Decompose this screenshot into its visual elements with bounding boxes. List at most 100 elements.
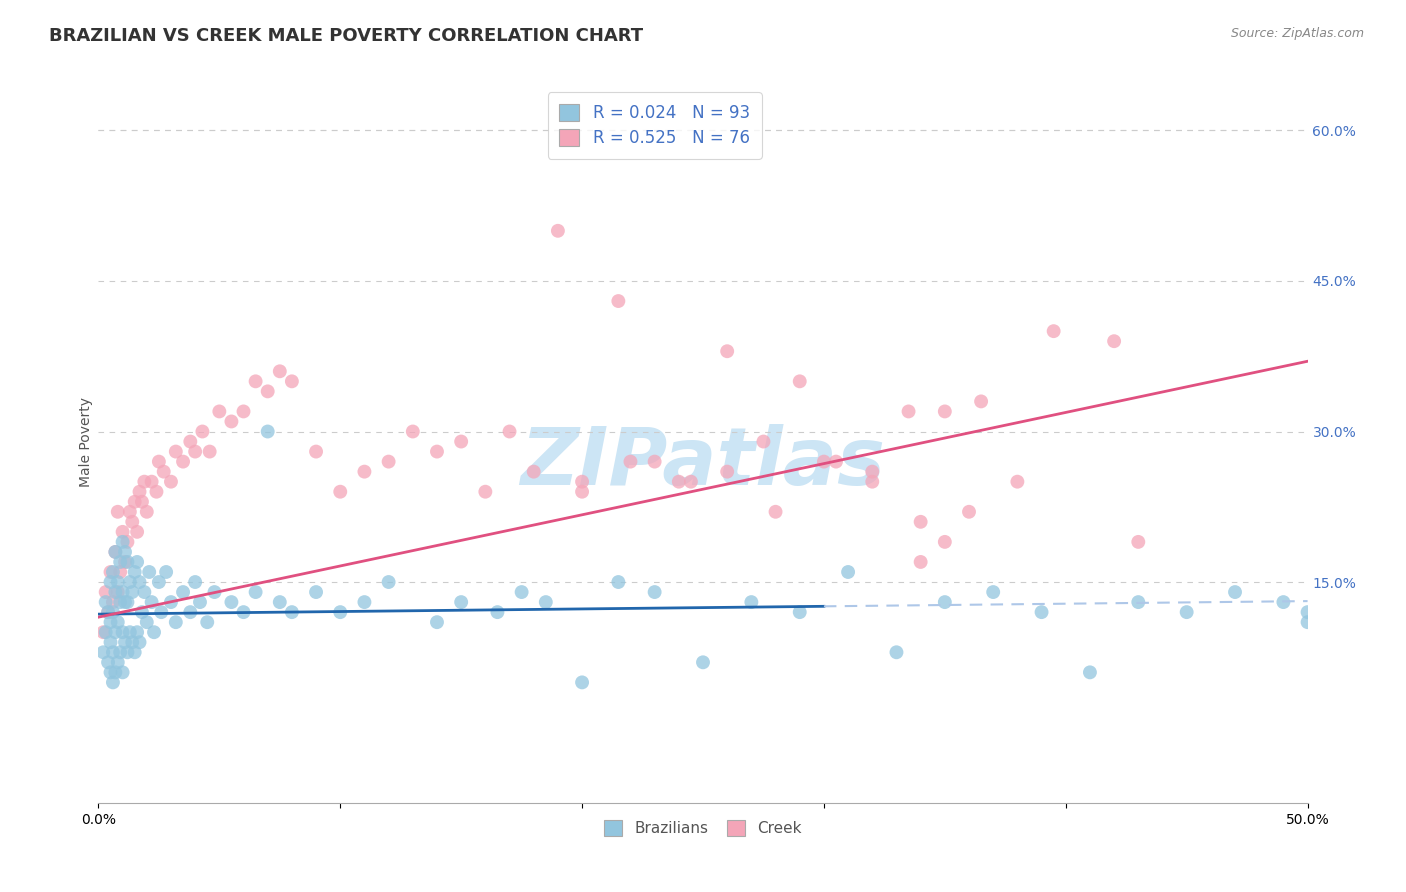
Point <box>860 465 883 479</box>
Point <box>402 425 425 439</box>
Point <box>107 655 129 669</box>
Point <box>114 555 136 569</box>
Point <box>232 605 254 619</box>
Point <box>100 565 122 579</box>
Point <box>498 425 520 439</box>
Point <box>111 665 134 680</box>
Point <box>305 444 328 458</box>
Point <box>644 585 666 599</box>
Point <box>117 555 139 569</box>
Point <box>111 625 134 640</box>
Point <box>121 585 143 599</box>
Text: BRAZILIAN VS CREEK MALE POVERTY CORRELATION CHART: BRAZILIAN VS CREEK MALE POVERTY CORRELAT… <box>49 27 644 45</box>
Point <box>789 605 811 619</box>
Point <box>523 465 546 479</box>
Point <box>150 605 173 619</box>
Point <box>1223 585 1246 599</box>
Point <box>886 645 908 659</box>
Point <box>91 645 114 659</box>
Point <box>256 384 278 399</box>
Point <box>107 505 129 519</box>
Point <box>172 585 194 599</box>
Point <box>127 625 149 640</box>
Point <box>172 454 194 469</box>
Point <box>1296 605 1319 619</box>
Point <box>377 574 399 589</box>
Point <box>114 595 136 609</box>
Point <box>1175 605 1198 619</box>
Point <box>104 665 127 680</box>
Point <box>910 555 932 569</box>
Point <box>165 444 187 458</box>
Point <box>208 404 231 418</box>
Point <box>101 565 124 579</box>
Point <box>353 465 375 479</box>
Point <box>752 434 775 449</box>
Point <box>305 585 328 599</box>
Point <box>329 605 352 619</box>
Point <box>934 534 956 549</box>
Point <box>114 545 136 559</box>
Point <box>155 565 177 579</box>
Point <box>188 595 211 609</box>
Point <box>934 404 956 418</box>
Point <box>184 574 207 589</box>
Point <box>204 585 226 599</box>
Point <box>101 605 124 619</box>
Point <box>281 605 304 619</box>
Point <box>97 605 120 619</box>
Point <box>221 595 243 609</box>
Point <box>104 625 127 640</box>
Point <box>377 454 399 469</box>
Point <box>114 635 136 649</box>
Point <box>148 454 170 469</box>
Point <box>117 595 139 609</box>
Point <box>135 615 157 630</box>
Point <box>135 505 157 519</box>
Point <box>269 595 291 609</box>
Point <box>486 605 509 619</box>
Point <box>104 585 127 599</box>
Point <box>191 425 214 439</box>
Point <box>160 595 183 609</box>
Point <box>104 545 127 559</box>
Point <box>679 475 702 489</box>
Point <box>107 574 129 589</box>
Point <box>97 655 120 669</box>
Point <box>474 484 496 499</box>
Point <box>152 465 174 479</box>
Point <box>108 595 131 609</box>
Point <box>100 615 122 630</box>
Point <box>245 585 267 599</box>
Point <box>107 615 129 630</box>
Point <box>94 595 117 609</box>
Point <box>644 454 666 469</box>
Point <box>108 645 131 659</box>
Point <box>957 505 980 519</box>
Point <box>1296 615 1319 630</box>
Point <box>108 555 131 569</box>
Point <box>179 434 201 449</box>
Point <box>571 475 593 489</box>
Point <box>124 494 146 508</box>
Point <box>100 574 122 589</box>
Point <box>104 545 127 559</box>
Y-axis label: Male Poverty: Male Poverty <box>79 397 93 486</box>
Point <box>450 434 472 449</box>
Point <box>897 404 920 418</box>
Point <box>256 425 278 439</box>
Point <box>970 394 993 409</box>
Point <box>353 595 375 609</box>
Point <box>1272 595 1295 609</box>
Point <box>789 375 811 389</box>
Point <box>232 404 254 418</box>
Text: Source: ZipAtlas.com: Source: ZipAtlas.com <box>1230 27 1364 40</box>
Point <box>1078 665 1101 680</box>
Point <box>94 585 117 599</box>
Point <box>426 444 449 458</box>
Point <box>141 475 163 489</box>
Point <box>329 484 352 499</box>
Point <box>547 224 569 238</box>
Point <box>269 364 291 378</box>
Point <box>117 534 139 549</box>
